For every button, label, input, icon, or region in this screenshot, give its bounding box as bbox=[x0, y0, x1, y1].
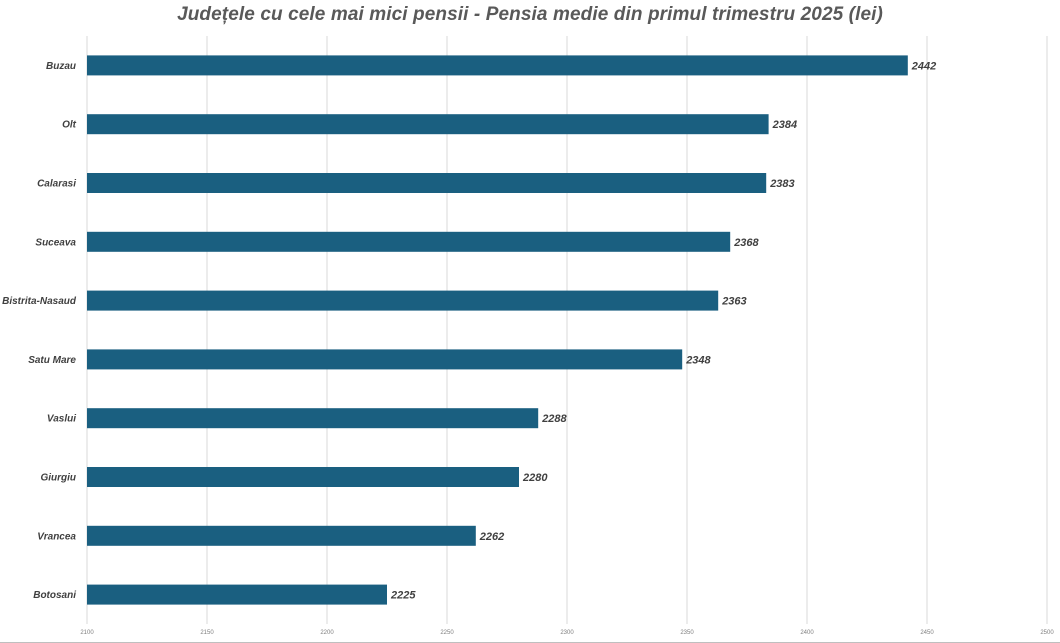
category-label: Olt bbox=[62, 120, 77, 131]
bar bbox=[87, 114, 769, 135]
chart-title: Județele cu cele mai mici pensii - Pensi… bbox=[177, 4, 883, 25]
category-label: Vrancea bbox=[37, 531, 76, 542]
category-label: Vaslui bbox=[47, 414, 76, 425]
category-label: Suceava bbox=[35, 237, 76, 248]
category-label: Buzau bbox=[46, 61, 76, 72]
bar bbox=[87, 408, 539, 429]
category-label: Satu Mare bbox=[28, 355, 76, 366]
x-tick-label: 2250 bbox=[440, 630, 454, 636]
data-label: 2384 bbox=[772, 119, 797, 131]
x-tick-label: 2150 bbox=[200, 630, 214, 636]
x-tick-label: 2450 bbox=[920, 630, 934, 636]
bar bbox=[87, 55, 908, 76]
bar bbox=[87, 349, 683, 370]
x-tick-label: 2100 bbox=[80, 630, 94, 636]
x-tick-label: 2500 bbox=[1040, 630, 1054, 636]
data-label: 2383 bbox=[769, 178, 794, 190]
category-label: Botosani bbox=[33, 590, 76, 601]
bar bbox=[87, 525, 476, 546]
x-tick-label: 2400 bbox=[800, 630, 814, 636]
data-label: 2363 bbox=[721, 296, 746, 308]
x-tick-label: 2350 bbox=[680, 630, 694, 636]
data-label: 2348 bbox=[685, 354, 711, 366]
bar bbox=[87, 173, 767, 193]
data-label: 2368 bbox=[733, 237, 759, 249]
data-label: 2280 bbox=[522, 472, 548, 484]
bar bbox=[87, 584, 387, 605]
bar bbox=[87, 231, 731, 252]
bar bbox=[87, 290, 719, 311]
category-label: Giurgiu bbox=[40, 473, 76, 484]
x-tick-label: 2300 bbox=[560, 630, 574, 636]
x-tick-label: 2200 bbox=[320, 630, 334, 636]
data-label: 2442 bbox=[911, 60, 936, 72]
bar bbox=[87, 467, 519, 487]
data-label: 2288 bbox=[541, 413, 567, 425]
data-label: 2225 bbox=[390, 590, 416, 602]
category-label: Calarasi bbox=[37, 179, 76, 190]
data-label: 2262 bbox=[479, 531, 504, 543]
category-label: Bistrita-Nasaud bbox=[2, 296, 77, 307]
